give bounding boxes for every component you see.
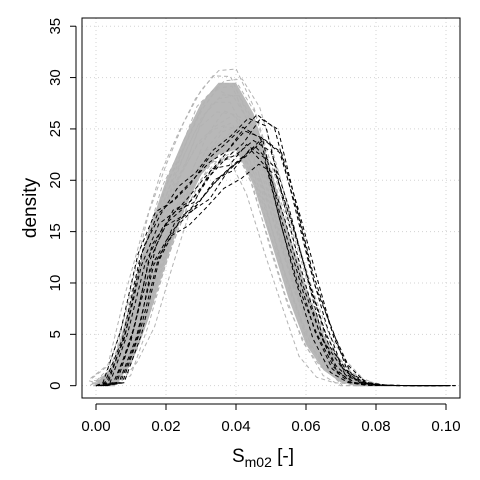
y-axis-title: density xyxy=(20,177,41,238)
ensemble-member-line xyxy=(90,75,389,387)
y-tick-label: 15 xyxy=(47,223,64,240)
ensemble-member-line xyxy=(95,95,394,387)
x-tick-label: 0.04 xyxy=(221,418,250,435)
ensemble-member-line xyxy=(95,68,394,387)
y-tick-label: 20 xyxy=(47,172,64,189)
ensemble-member-line xyxy=(94,128,392,387)
x-axis-title-unit: [-] xyxy=(272,446,294,467)
observed-line xyxy=(95,143,439,387)
ensemble-member-line xyxy=(101,78,400,387)
x-tick-label: 0.06 xyxy=(291,418,320,435)
ensemble-member-line xyxy=(97,82,395,387)
ensemble-member-line xyxy=(89,101,388,387)
y-tick-label: 35 xyxy=(47,18,64,35)
plot-frame xyxy=(81,17,461,399)
observed-series xyxy=(95,113,457,387)
x-tick-label: 0.02 xyxy=(151,418,180,435)
x-tick-label: 0.10 xyxy=(431,418,460,435)
y-axis: 0 5 10 15 20 25 30 35 xyxy=(47,18,77,390)
observed-line xyxy=(104,137,455,387)
observed-line xyxy=(97,145,448,387)
y-tick-label: 5 xyxy=(47,330,64,338)
y-tick-label: 0 xyxy=(47,382,64,390)
ensemble-member-line xyxy=(95,149,394,387)
ensemble-member-line xyxy=(102,154,400,387)
ensemble-member-line xyxy=(94,111,393,387)
x-axis: 0.00 0.02 0.04 0.06 0.08 0.10 xyxy=(81,403,461,435)
observed-line xyxy=(102,117,453,387)
x-axis-title-main: S xyxy=(232,446,245,467)
y-tick-label: 25 xyxy=(47,121,64,138)
y-tick-label: 10 xyxy=(47,275,64,292)
x-axis-title: Sm02 [-] xyxy=(232,446,294,470)
x-tick-label: 0.00 xyxy=(81,418,110,435)
x-tick-label: 0.08 xyxy=(361,418,390,435)
ensemble-member-line xyxy=(93,141,391,387)
y-tick-label: 30 xyxy=(47,69,64,86)
ensemble-member-line xyxy=(97,143,395,387)
x-axis-title-subscript: m02 xyxy=(245,454,272,470)
ensemble-member-line xyxy=(94,88,393,387)
ensemble-member-line xyxy=(99,94,397,387)
